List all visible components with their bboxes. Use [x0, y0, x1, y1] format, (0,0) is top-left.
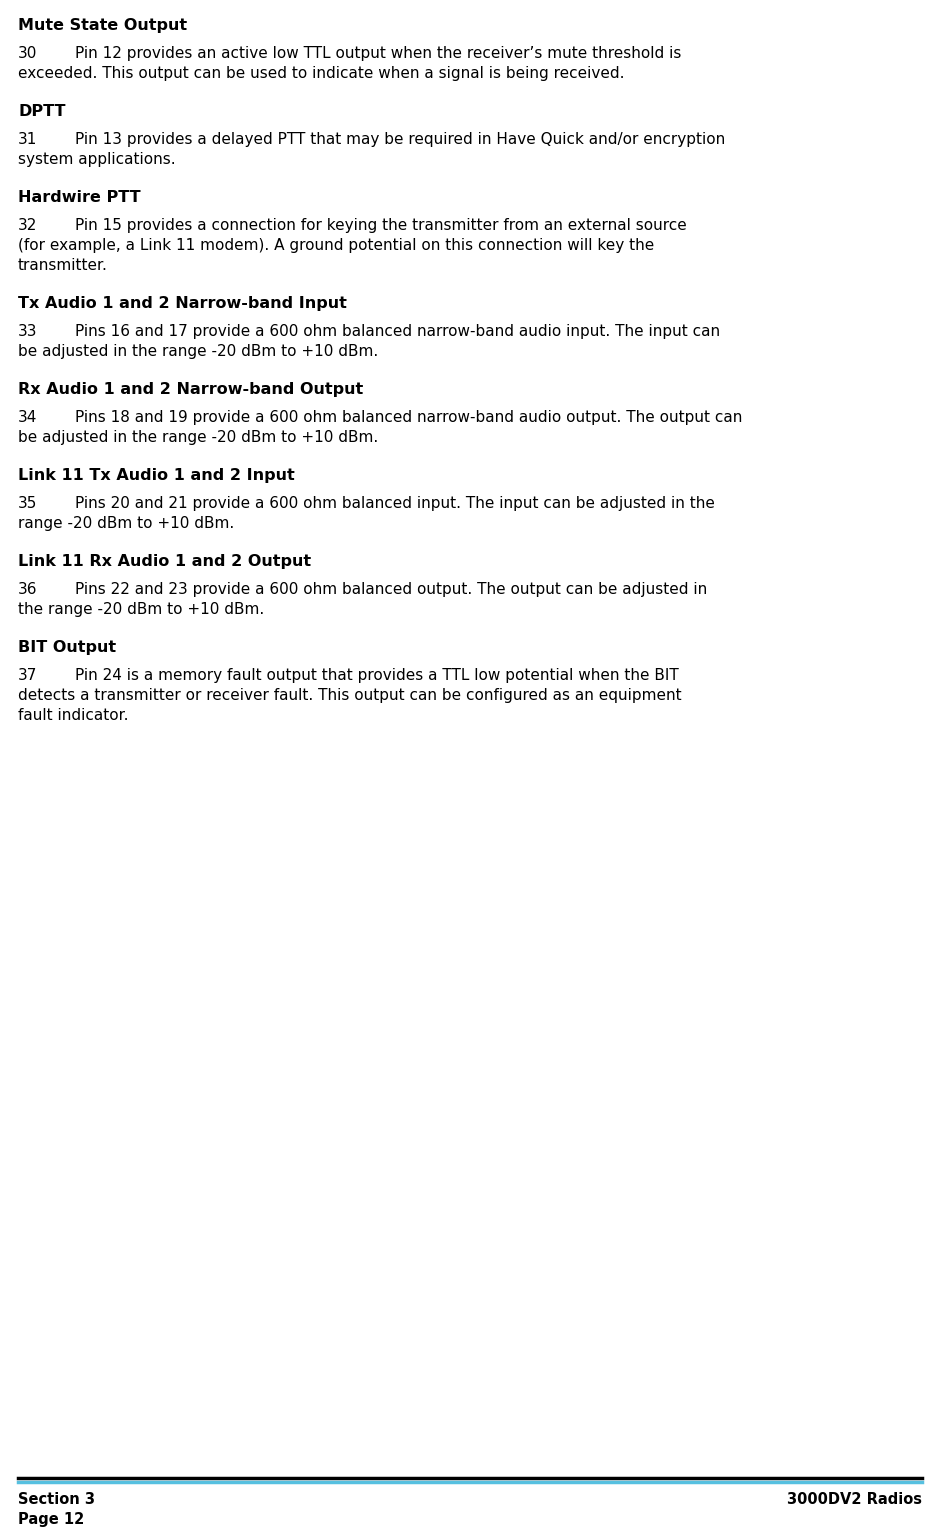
Text: exceeded. This output can be used to indicate when a signal is being received.: exceeded. This output can be used to ind…	[18, 66, 624, 81]
Text: Pin 24 is a memory fault output that provides a TTL low potential when the BIT: Pin 24 is a memory fault output that pro…	[75, 669, 679, 682]
Text: Pin 12 provides an active low TTL output when the receiver’s mute threshold is: Pin 12 provides an active low TTL output…	[75, 46, 682, 61]
Text: detects a transmitter or receiver fault. This output can be configured as an equ: detects a transmitter or receiver fault.…	[18, 689, 682, 702]
Text: transmitter.: transmitter.	[18, 258, 108, 274]
Text: Page 12: Page 12	[18, 1512, 85, 1526]
Text: 36: 36	[18, 583, 38, 596]
Text: the range -20 dBm to +10 dBm.: the range -20 dBm to +10 dBm.	[18, 603, 264, 616]
Text: 37: 37	[18, 669, 38, 682]
Text: 34: 34	[18, 410, 38, 426]
Text: Tx Audio 1 and 2 Narrow-band Input: Tx Audio 1 and 2 Narrow-band Input	[18, 297, 347, 310]
Text: DPTT: DPTT	[18, 105, 66, 118]
Text: 35: 35	[18, 496, 38, 510]
Text: 31: 31	[18, 132, 38, 148]
Text: Pins 16 and 17 provide a 600 ohm balanced narrow-band audio input. The input can: Pins 16 and 17 provide a 600 ohm balance…	[75, 324, 720, 340]
Text: Link 11 Rx Audio 1 and 2 Output: Link 11 Rx Audio 1 and 2 Output	[18, 553, 311, 569]
Text: range -20 dBm to +10 dBm.: range -20 dBm to +10 dBm.	[18, 516, 234, 530]
Text: Pins 20 and 21 provide a 600 ohm balanced input. The input can be adjusted in th: Pins 20 and 21 provide a 600 ohm balance…	[75, 496, 715, 510]
Text: 30: 30	[18, 46, 38, 61]
Text: 33: 33	[18, 324, 38, 340]
Text: Pin 13 provides a delayed PTT that may be required in Have Quick and/or encrypti: Pin 13 provides a delayed PTT that may b…	[75, 132, 726, 148]
Text: Rx Audio 1 and 2 Narrow-band Output: Rx Audio 1 and 2 Narrow-band Output	[18, 383, 363, 397]
Text: Pins 18 and 19 provide a 600 ohm balanced narrow-band audio output. The output c: Pins 18 and 19 provide a 600 ohm balance…	[75, 410, 743, 426]
Text: be adjusted in the range -20 dBm to +10 dBm.: be adjusted in the range -20 dBm to +10 …	[18, 430, 378, 446]
Text: system applications.: system applications.	[18, 152, 176, 168]
Text: Pin 15 provides a connection for keying the transmitter from an external source: Pin 15 provides a connection for keying …	[75, 218, 687, 234]
Text: (for example, a Link 11 modem). A ground potential on this connection will key t: (for example, a Link 11 modem). A ground…	[18, 238, 654, 254]
Text: Section 3: Section 3	[18, 1492, 95, 1506]
Text: 3000DV2 Radios: 3000DV2 Radios	[787, 1492, 922, 1506]
Text: 32: 32	[18, 218, 38, 234]
Text: Mute State Output: Mute State Output	[18, 18, 187, 32]
Text: Pins 22 and 23 provide a 600 ohm balanced output. The output can be adjusted in: Pins 22 and 23 provide a 600 ohm balance…	[75, 583, 707, 596]
Text: Hardwire PTT: Hardwire PTT	[18, 191, 141, 204]
Text: BIT Output: BIT Output	[18, 639, 117, 655]
Text: fault indicator.: fault indicator.	[18, 709, 129, 722]
Text: Link 11 Tx Audio 1 and 2 Input: Link 11 Tx Audio 1 and 2 Input	[18, 467, 295, 483]
Text: be adjusted in the range -20 dBm to +10 dBm.: be adjusted in the range -20 dBm to +10 …	[18, 344, 378, 360]
